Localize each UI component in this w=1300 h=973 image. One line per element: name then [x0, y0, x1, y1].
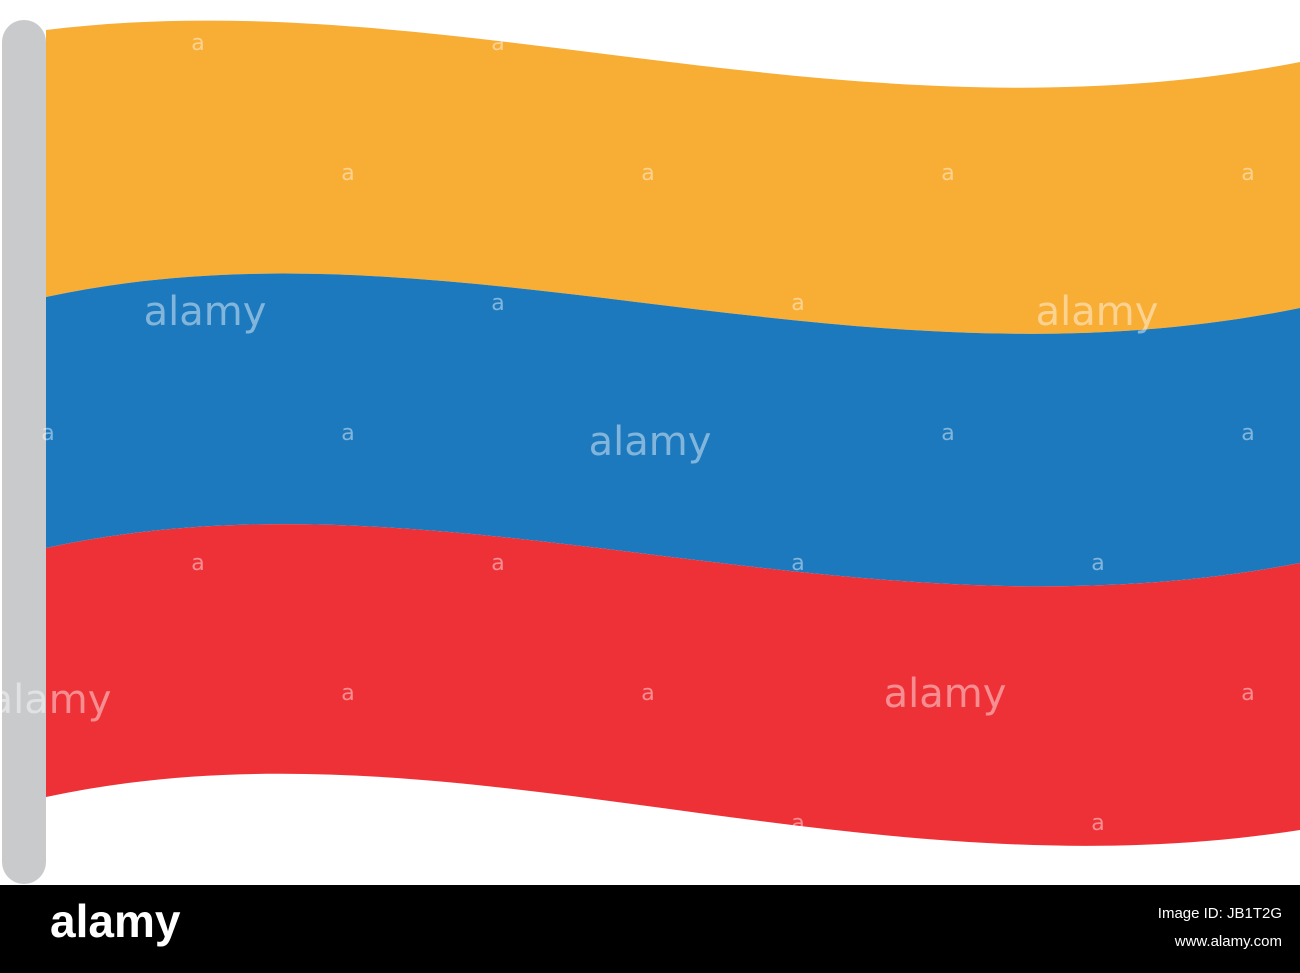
- watermarks: alamy alamy alamy alamy alamy a a a a a a a a a a a a a a a…: [0, 31, 1255, 836]
- watermark-letter: a: [641, 681, 654, 706]
- watermark-letter: a: [491, 291, 504, 316]
- watermark-word: alamy: [884, 671, 1007, 717]
- flag-stripe-red: [46, 524, 1300, 846]
- watermark-letter: a: [491, 551, 504, 576]
- watermark-letter: a: [341, 161, 354, 186]
- watermark-word: alamy: [144, 289, 267, 335]
- watermark-letter: a: [941, 421, 954, 446]
- watermark-letter: a: [491, 31, 504, 56]
- footer-logo: alamy: [50, 895, 181, 947]
- watermark-letter: a: [191, 551, 204, 576]
- watermark-letter: a: [41, 421, 54, 446]
- watermark-letter: a: [791, 811, 804, 836]
- watermark-letter: a: [1091, 551, 1104, 576]
- watermark-word: alamy: [1036, 289, 1159, 335]
- watermark-letter: a: [791, 551, 804, 576]
- watermark-letter: a: [341, 421, 354, 446]
- footer-url: www.alamy.com: [1174, 933, 1282, 950]
- footer-bar: [0, 885, 1300, 973]
- flag-pole: [2, 20, 46, 884]
- watermark-letter: a: [791, 291, 804, 316]
- watermark-letter: a: [941, 161, 954, 186]
- watermark-letter: a: [341, 681, 354, 706]
- flag-stripe-yellow: [46, 20, 1300, 334]
- watermark-letter: a: [641, 161, 654, 186]
- watermark-word: alamy: [0, 677, 111, 723]
- watermark-word: alamy: [589, 419, 712, 465]
- watermark-letter: a: [1091, 811, 1104, 836]
- watermark-letter: a: [1241, 161, 1254, 186]
- watermark-letter: a: [1241, 681, 1254, 706]
- watermark-letter: a: [1241, 421, 1254, 446]
- image-id: Image ID: JB1T2G: [1158, 905, 1282, 922]
- flag-stripe-blue: [46, 273, 1300, 587]
- watermark-letter: a: [191, 31, 204, 56]
